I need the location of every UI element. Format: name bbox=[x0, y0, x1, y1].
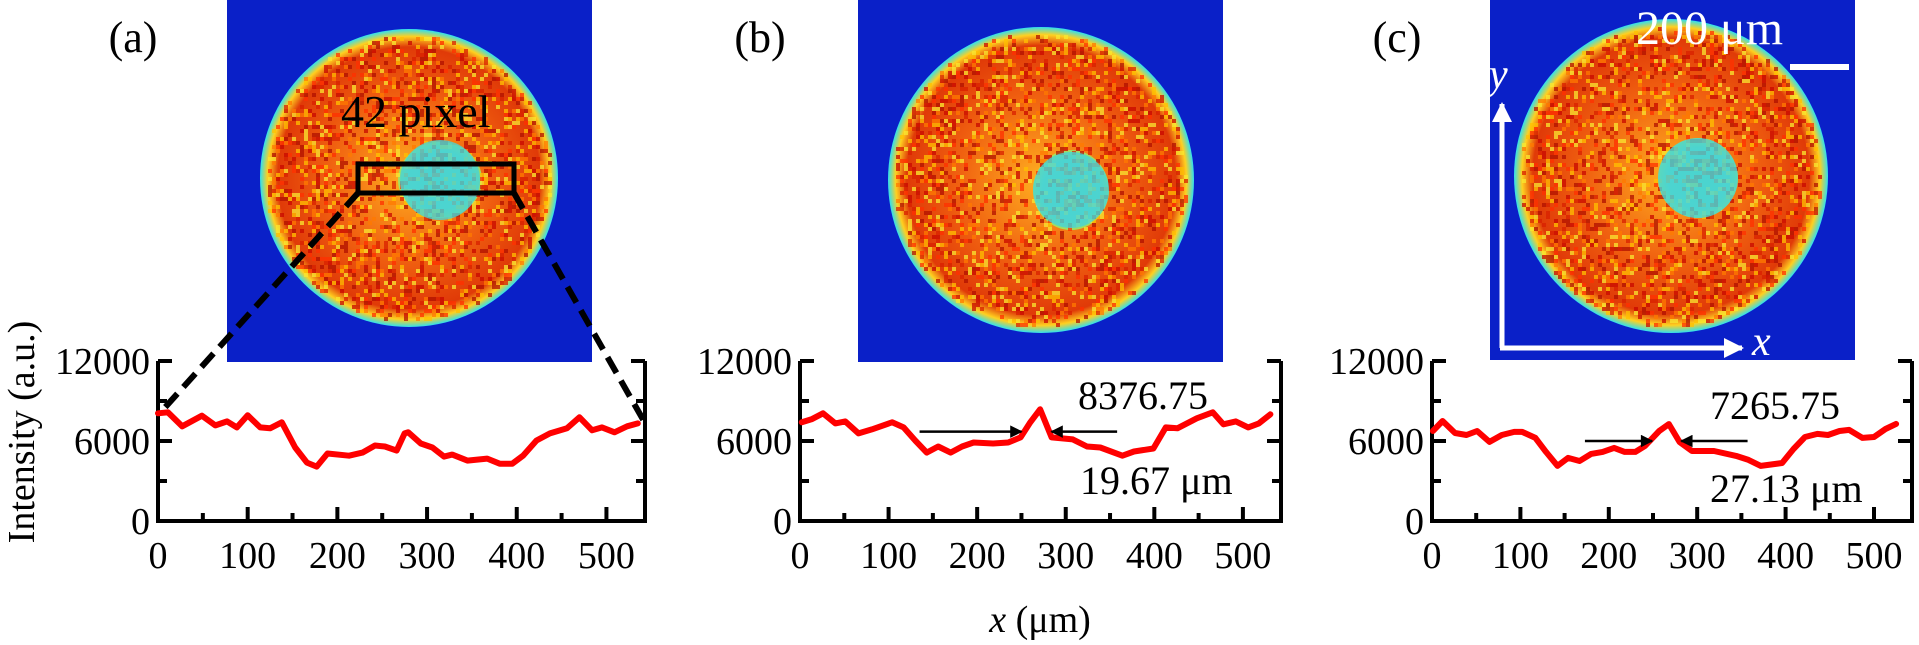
x-tick-label: 0 bbox=[149, 535, 168, 577]
x-tick-label: 500 bbox=[578, 535, 635, 577]
fwhm-annotation-b: 8376.75 19.67 μm bbox=[1078, 373, 1233, 503]
speckle-texture bbox=[1522, 27, 1822, 327]
beam-image-c: 200 μm y x bbox=[1485, 0, 1855, 365]
peak-value-label: 8376.75 bbox=[1078, 373, 1208, 418]
y-tick-label: 6000 bbox=[716, 421, 792, 463]
speckle-texture bbox=[268, 37, 552, 321]
center-spot-overlay bbox=[1033, 152, 1109, 228]
zoom-dashed-line-right bbox=[511, 191, 648, 425]
intensity-curve bbox=[798, 406, 1274, 459]
fwhm-width-label: 27.13 μm bbox=[1710, 466, 1863, 511]
x-tick-label: 200 bbox=[949, 535, 1006, 577]
scale-bar-label: 200 μm bbox=[1636, 2, 1783, 55]
x-tick-label: 400 bbox=[1126, 535, 1183, 577]
panel-label-c: (c) bbox=[1373, 13, 1422, 62]
y-tick-label: 0 bbox=[1405, 501, 1424, 543]
panel-label-b: (b) bbox=[734, 13, 785, 62]
peak-value-label: 7265.75 bbox=[1710, 383, 1840, 428]
x-tick-label: 100 bbox=[219, 535, 276, 577]
profile-plot-c: 0 6000 12000 0 100 200 300 400 500 bbox=[1329, 341, 1914, 577]
y-tick-label: 12000 bbox=[697, 341, 792, 383]
speckle-texture bbox=[896, 35, 1188, 327]
x-axis-label-variable: x bbox=[988, 599, 1006, 641]
intensity-curve bbox=[155, 409, 641, 470]
beam-image-a: 42 pixel bbox=[227, 0, 592, 362]
y-tick-label: 12000 bbox=[1329, 341, 1424, 383]
zoom-dashed-line-left bbox=[157, 190, 361, 416]
y-axis-label: Intensity (a.u.) bbox=[1, 321, 43, 544]
y-tick-label: 12000 bbox=[55, 341, 150, 383]
panel-label-a: (a) bbox=[109, 13, 158, 62]
image-axis-x-label: x bbox=[1751, 319, 1771, 365]
profile-plot-b: 0 6000 12000 0 100 200 300 400 500 bbox=[697, 341, 1283, 577]
y-tick-label: 6000 bbox=[74, 421, 150, 463]
center-spot-overlay bbox=[1658, 138, 1738, 218]
x-tick-label: 400 bbox=[488, 535, 545, 577]
roi-box bbox=[355, 161, 517, 196]
image-axis-y-label: y bbox=[1485, 52, 1508, 98]
x-axis-label: x (μm) bbox=[988, 599, 1091, 641]
center-spot-overlay bbox=[400, 140, 480, 220]
x-tick-label: 200 bbox=[309, 535, 366, 577]
y-tick-label: 0 bbox=[131, 501, 150, 543]
fwhm-width-label: 19.67 μm bbox=[1080, 458, 1233, 503]
x-tick-label: 400 bbox=[1757, 535, 1814, 577]
x-tick-label: 300 bbox=[399, 535, 456, 577]
x-tick-label: 300 bbox=[1669, 535, 1726, 577]
y-tick-label: 0 bbox=[773, 501, 792, 543]
x-tick-label: 0 bbox=[1423, 535, 1442, 577]
profile-plot-a: 0 6000 12000 0 100 200 300 400 500 bbox=[55, 341, 647, 577]
x-tick-label: 500 bbox=[1214, 535, 1271, 577]
beam-image-b bbox=[858, 0, 1223, 362]
roi-width-label: 42 pixel bbox=[341, 86, 490, 137]
x-tick-label: 200 bbox=[1580, 535, 1637, 577]
x-tick-label: 100 bbox=[1492, 535, 1549, 577]
x-tick-label: 100 bbox=[860, 535, 917, 577]
x-tick-label: 500 bbox=[1845, 535, 1902, 577]
fwhm-annotation-c: 7265.75 27.13 μm bbox=[1710, 383, 1863, 511]
x-axis-label-unit: (μm) bbox=[1006, 599, 1091, 641]
x-tick-label: 300 bbox=[1037, 535, 1094, 577]
y-tick-label: 6000 bbox=[1348, 421, 1424, 463]
x-tick-label: 0 bbox=[791, 535, 810, 577]
